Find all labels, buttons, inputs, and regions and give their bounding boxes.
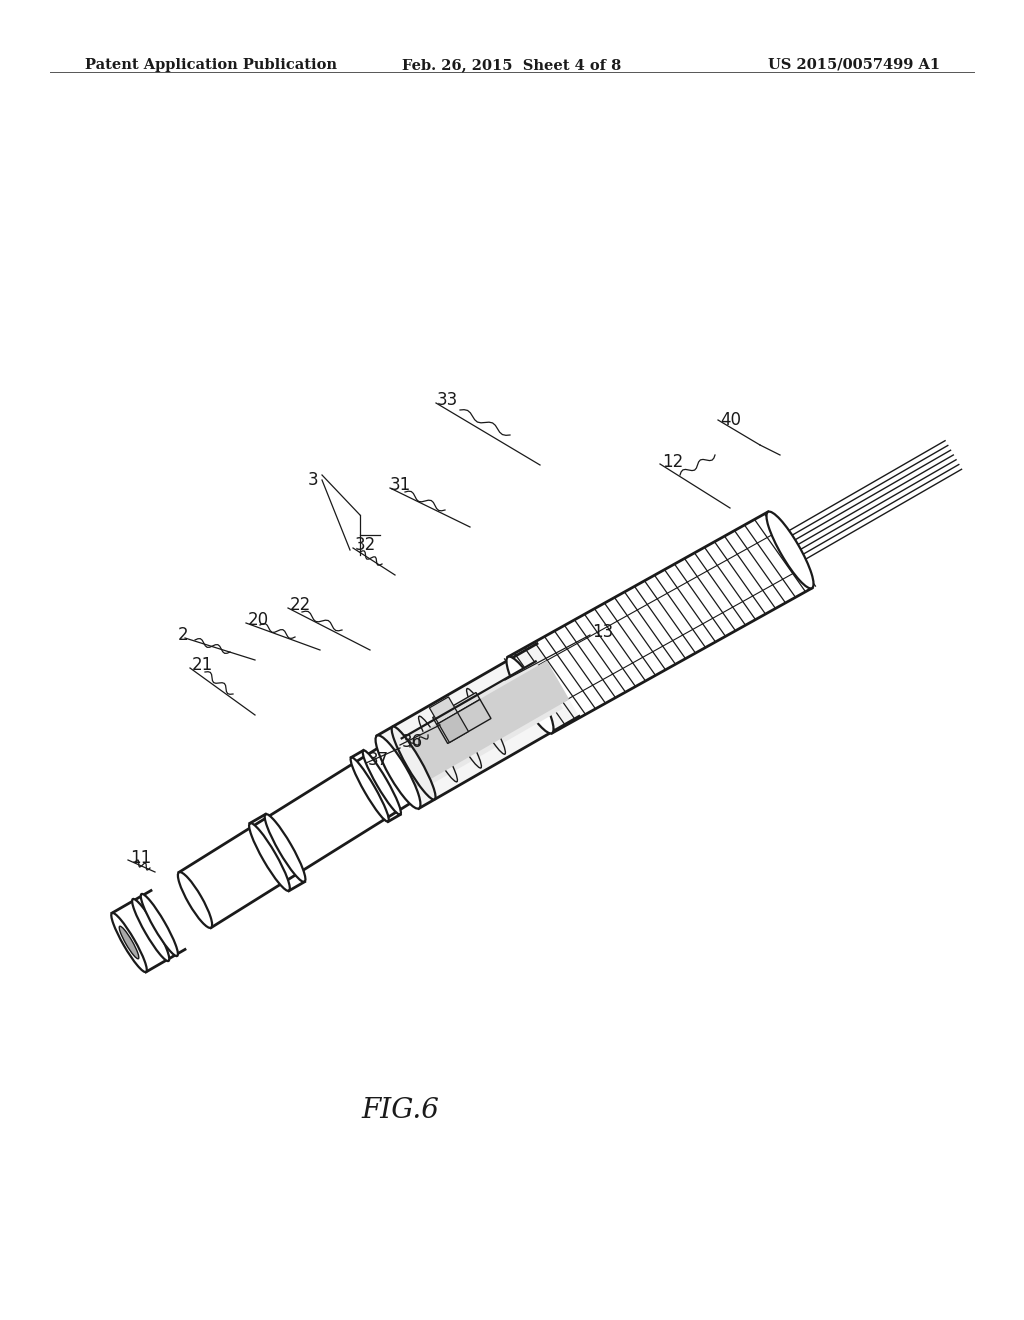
Polygon shape [508, 512, 812, 733]
Text: 20: 20 [248, 611, 269, 630]
Ellipse shape [419, 717, 458, 781]
Polygon shape [401, 661, 563, 785]
Polygon shape [436, 700, 490, 743]
Polygon shape [387, 660, 569, 792]
Ellipse shape [362, 750, 401, 814]
Ellipse shape [264, 814, 305, 882]
Text: 40: 40 [720, 411, 741, 429]
Ellipse shape [350, 758, 389, 821]
Ellipse shape [766, 512, 813, 589]
Text: 21: 21 [193, 656, 213, 675]
Ellipse shape [112, 913, 146, 972]
Ellipse shape [119, 927, 139, 958]
Ellipse shape [442, 702, 481, 768]
Text: FIG.6: FIG.6 [361, 1097, 439, 1123]
Text: 13: 13 [592, 623, 613, 642]
Text: Feb. 26, 2015  Sheet 4 of 8: Feb. 26, 2015 Sheet 4 of 8 [402, 58, 622, 73]
Text: 3: 3 [308, 471, 318, 488]
Text: 37: 37 [368, 751, 389, 770]
Text: 33: 33 [437, 391, 459, 409]
Text: 36: 36 [402, 733, 423, 751]
Polygon shape [112, 891, 185, 972]
Ellipse shape [178, 873, 212, 928]
Polygon shape [179, 744, 416, 928]
Polygon shape [429, 697, 458, 723]
Text: 2: 2 [178, 626, 188, 644]
Text: 32: 32 [355, 536, 376, 554]
Ellipse shape [132, 899, 169, 961]
Polygon shape [438, 713, 468, 742]
Ellipse shape [467, 689, 506, 754]
Polygon shape [377, 644, 579, 808]
Ellipse shape [376, 735, 421, 809]
Text: 11: 11 [130, 849, 152, 867]
Ellipse shape [140, 894, 178, 956]
Text: 31: 31 [390, 477, 412, 494]
Text: US 2015/0057499 A1: US 2015/0057499 A1 [768, 58, 940, 73]
Ellipse shape [249, 824, 290, 891]
Ellipse shape [507, 656, 554, 734]
Ellipse shape [391, 726, 435, 800]
Text: 22: 22 [290, 597, 311, 614]
Text: 12: 12 [662, 453, 683, 471]
Polygon shape [433, 693, 480, 725]
Text: Patent Application Publication: Patent Application Publication [85, 58, 337, 73]
